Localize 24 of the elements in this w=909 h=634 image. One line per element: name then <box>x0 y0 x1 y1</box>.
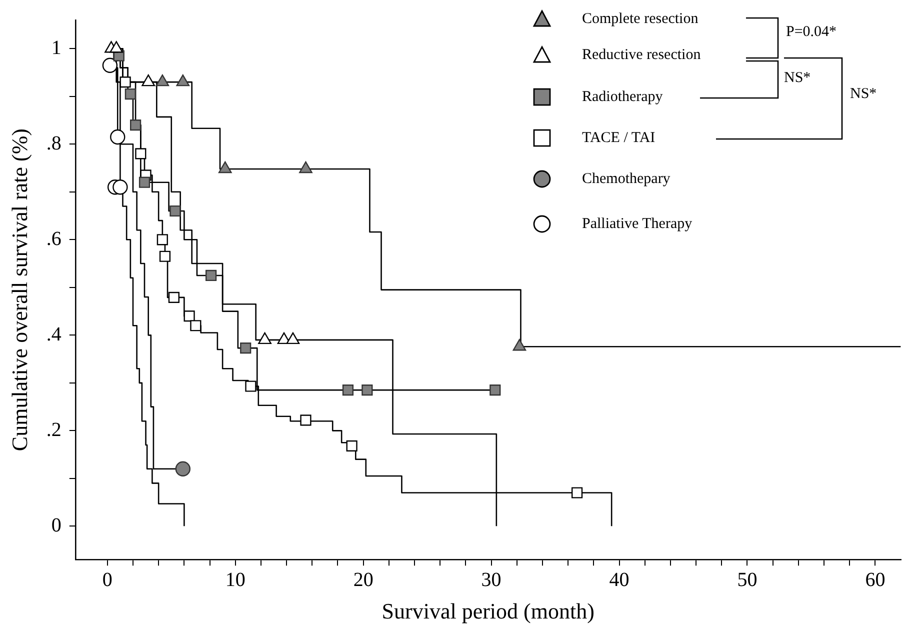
y-tick-label: .4 <box>46 323 62 346</box>
x-tick-label: 40 <box>609 568 630 591</box>
x-tick-label: 60 <box>865 568 886 591</box>
y-tick-label: .2 <box>46 418 62 441</box>
legend-label: Complete resection <box>582 10 698 28</box>
legend-label: Chemothepary <box>582 170 670 188</box>
y-axis-title: Cumulative overall survival rate (%) <box>6 128 32 452</box>
x-tick-label: 10 <box>225 568 246 591</box>
x-tick-label: 50 <box>737 568 758 591</box>
y-tick-label: 1 <box>51 36 62 59</box>
y-tick-label: 0 <box>51 514 62 536</box>
y-tick-label: .8 <box>46 132 62 154</box>
annotation: P=0.04* <box>786 24 837 41</box>
legend-label: Palliative Therapy <box>582 216 692 232</box>
x-axis-title: Survival period (month) <box>382 598 594 624</box>
x-tick-label: 30 <box>481 568 502 591</box>
annotation: NS* <box>784 70 811 87</box>
x-tick-label: 20 <box>353 568 374 591</box>
legend-label: TACE / TAI <box>582 130 656 146</box>
legend-label: Reductive resection <box>582 46 701 64</box>
x-tick-label: 0 <box>102 568 112 591</box>
y-tick-label: .6 <box>46 228 62 250</box>
annotation: NS* <box>850 86 877 103</box>
legend-label: Radiotherapy <box>582 88 663 106</box>
